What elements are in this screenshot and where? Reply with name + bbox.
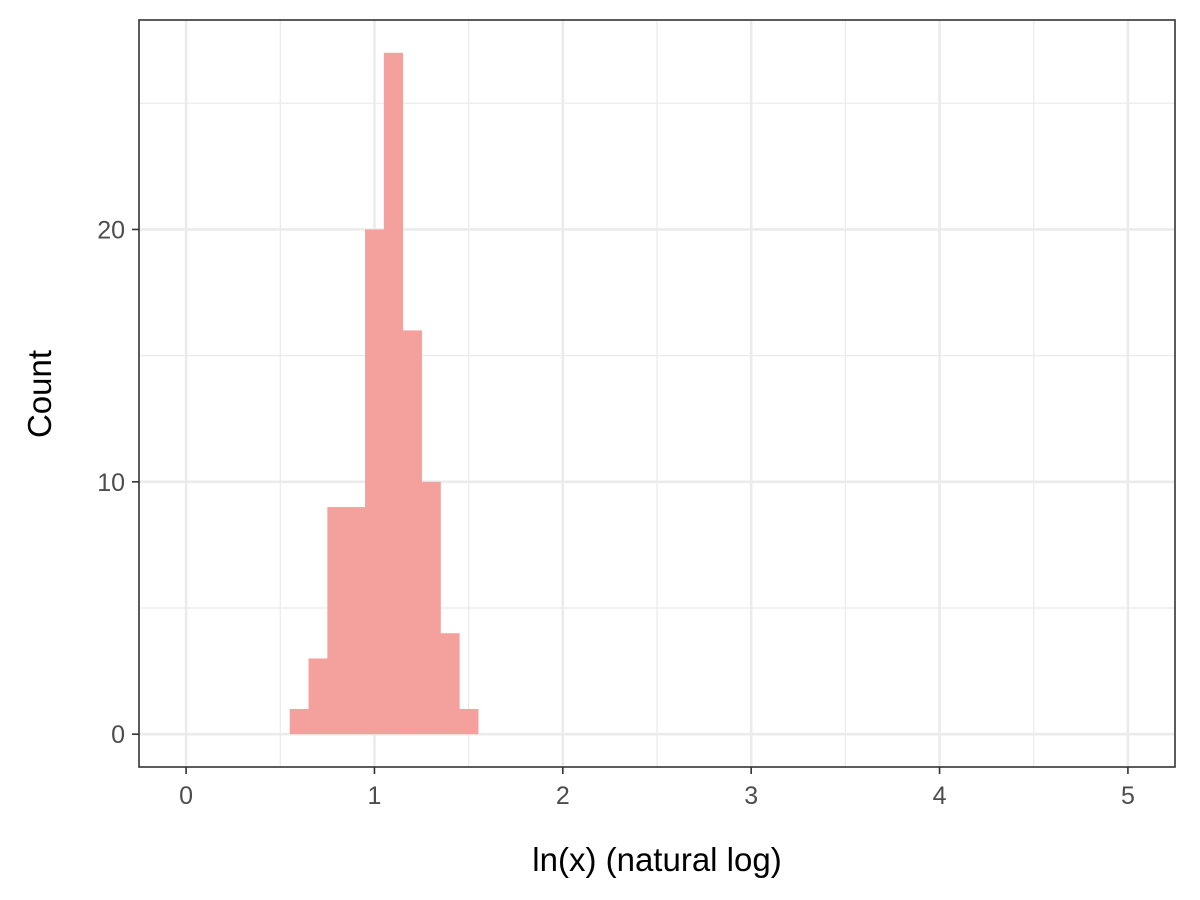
minor-gridlines [139, 20, 1175, 767]
histogram-bar [346, 507, 366, 735]
x-tick-label: 3 [744, 782, 758, 810]
x-tick-label: 0 [179, 782, 193, 810]
y-axis-ticks: 0 10 20 [97, 216, 139, 749]
histogram-bar [289, 708, 309, 735]
histogram-bar [327, 507, 347, 735]
histogram-bar [421, 481, 441, 735]
x-tick-label: 5 [1121, 782, 1135, 810]
histogram-bars [289, 52, 479, 735]
y-axis-title: Count [21, 350, 58, 438]
x-tick-label: 4 [933, 782, 947, 810]
panel-border [138, 19, 1176, 768]
y-tick-label: 10 [97, 469, 125, 497]
y-tick-label: 20 [97, 216, 125, 244]
histogram-bar [459, 708, 479, 735]
x-tick-label: 1 [368, 782, 382, 810]
x-axis-ticks: 0 1 2 3 4 5 [179, 767, 1135, 810]
y-tick-label: 0 [111, 721, 125, 749]
histogram-bar [383, 52, 404, 735]
x-axis-title: ln(x) (natural log) [532, 841, 781, 878]
histogram-bar [402, 330, 422, 735]
histogram-bar [365, 229, 385, 735]
histogram-bar [440, 633, 460, 735]
x-tick-label: 2 [556, 782, 570, 810]
histogram-bar [308, 658, 328, 735]
